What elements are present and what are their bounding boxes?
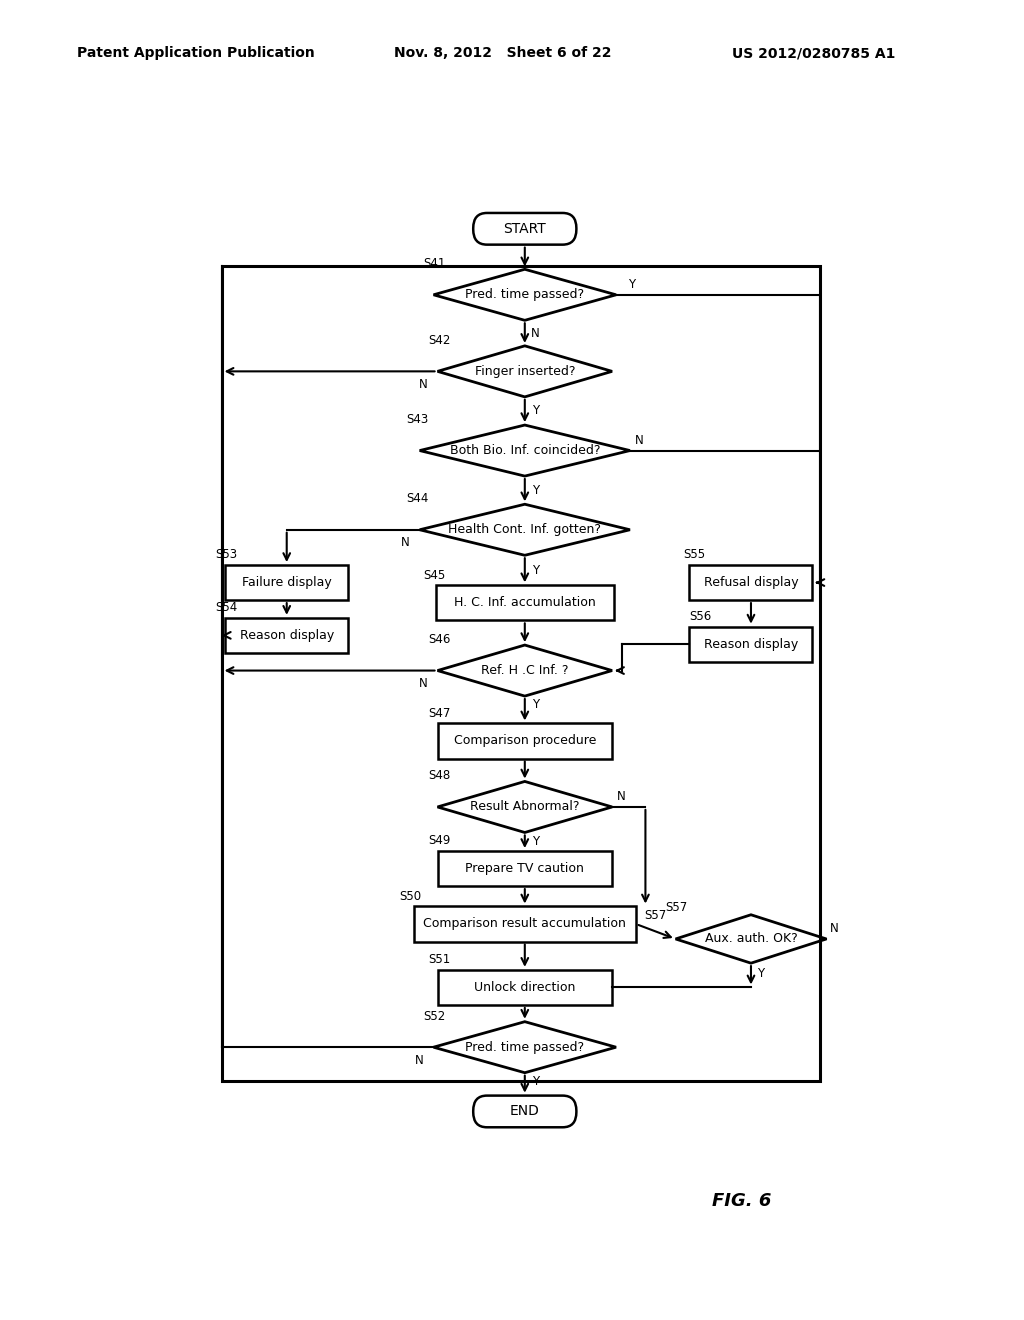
Text: S49: S49 [428,834,451,847]
Text: Reason display: Reason display [703,638,798,651]
Text: Pred. time passed?: Pred. time passed? [465,288,585,301]
Text: S48: S48 [428,770,451,783]
Text: Result Abnormal?: Result Abnormal? [470,800,580,813]
Text: Health Cont. Inf. gotten?: Health Cont. Inf. gotten? [449,523,601,536]
Text: H. C. Inf. accumulation: H. C. Inf. accumulation [454,597,596,610]
Text: Ref. H .C Inf. ?: Ref. H .C Inf. ? [481,664,568,677]
Text: Y: Y [758,968,765,981]
Text: N: N [401,536,410,549]
Text: N: N [415,1053,424,1067]
FancyBboxPatch shape [473,213,577,244]
Polygon shape [420,504,630,556]
Text: S44: S44 [406,492,428,506]
Bar [435,585,614,620]
Text: S52: S52 [423,1010,445,1023]
Text: Reason display: Reason display [240,628,334,642]
Text: FIG. 6: FIG. 6 [712,1192,771,1210]
Text: Y: Y [531,483,539,496]
Text: END: END [510,1105,540,1118]
Bar [689,565,812,601]
Text: Failure display: Failure display [242,576,332,589]
Text: Finger inserted?: Finger inserted? [474,364,575,378]
Text: N: N [617,789,626,803]
Text: S57: S57 [645,908,667,921]
Text: Both Bio. Inf. coincided?: Both Bio. Inf. coincided? [450,444,600,457]
Text: Y: Y [629,277,636,290]
Text: S42: S42 [428,334,451,347]
Text: Pred. time passed?: Pred. time passed? [465,1040,585,1053]
Text: Y: Y [531,404,539,417]
Text: Y: Y [531,834,539,847]
Bar [437,851,612,886]
Text: S53: S53 [215,548,238,561]
Text: S51: S51 [428,953,451,966]
Bar [437,723,612,759]
Text: Y: Y [531,564,539,577]
Text: S54: S54 [215,601,238,614]
Text: Y: Y [531,1074,539,1088]
Text: Unlock direction: Unlock direction [474,981,575,994]
Polygon shape [433,1022,616,1073]
Text: N: N [419,677,428,690]
Text: S47: S47 [428,706,451,719]
Text: S46: S46 [428,632,451,645]
Text: N: N [419,378,428,391]
Polygon shape [433,269,616,321]
Text: S55: S55 [684,548,706,561]
Text: S56: S56 [689,610,712,623]
Text: S41: S41 [423,257,445,271]
Polygon shape [676,915,826,964]
Polygon shape [420,425,630,477]
Polygon shape [437,781,612,833]
Text: Aux. auth. OK?: Aux. auth. OK? [705,932,798,945]
Text: Patent Application Publication: Patent Application Publication [77,46,314,61]
Text: N: N [829,921,839,935]
Bar [437,970,612,1005]
Text: N: N [530,326,540,339]
Text: Comparison procedure: Comparison procedure [454,734,596,747]
Text: Prepare TV caution: Prepare TV caution [465,862,585,875]
Text: N: N [635,433,644,446]
Text: S43: S43 [406,413,428,426]
Polygon shape [437,346,612,397]
Text: START: START [504,222,546,236]
Text: S57: S57 [666,902,687,915]
Text: US 2012/0280785 A1: US 2012/0280785 A1 [732,46,896,61]
Text: Comparison result accumulation: Comparison result accumulation [423,917,627,931]
FancyBboxPatch shape [473,1096,577,1127]
Bar [689,627,812,661]
Bar [225,565,348,601]
Bar [221,265,820,1081]
Bar [414,907,636,941]
Polygon shape [437,645,612,696]
Text: Y: Y [531,698,539,711]
Text: S50: S50 [399,890,422,903]
Bar [225,618,348,653]
Text: S45: S45 [423,569,445,582]
Text: Refusal display: Refusal display [703,576,799,589]
Text: Nov. 8, 2012   Sheet 6 of 22: Nov. 8, 2012 Sheet 6 of 22 [394,46,611,61]
